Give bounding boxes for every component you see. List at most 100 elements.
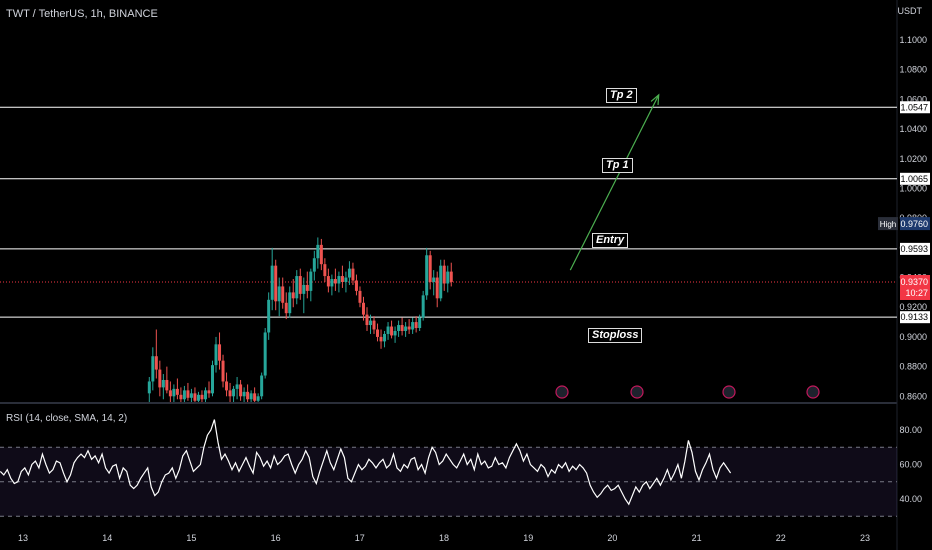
level-tag-bg [900, 242, 930, 255]
candle-body [281, 286, 285, 303]
candle-body [442, 265, 446, 284]
level-tag: 0.9593 [900, 244, 928, 254]
candle-body [337, 276, 341, 284]
rsi-tick-label: 40.00 [899, 494, 922, 504]
candle-body [218, 344, 222, 361]
target-arrow-head [650, 93, 660, 105]
candle-body [154, 356, 158, 370]
candle-body [330, 279, 334, 287]
candle-body [298, 276, 302, 294]
candle-body [449, 271, 453, 282]
candle-body [323, 264, 327, 277]
candle-body [291, 292, 295, 299]
candle-body [267, 299, 271, 333]
candle-body [182, 390, 186, 400]
time-tick-label: 17 [355, 533, 365, 543]
price-tick-label: 1.0000 [899, 183, 927, 193]
candle-body [411, 322, 415, 330]
rsi-series-line [0, 419, 732, 506]
price-tick-label: 1.1000 [899, 35, 927, 45]
high-label: High [880, 220, 896, 229]
price-tick-label: 0.9000 [899, 332, 927, 342]
time-tick-label: 13 [18, 533, 28, 543]
time-tick-label: 15 [186, 533, 196, 543]
candle-body [354, 280, 358, 291]
price-tick-label: 1.0200 [899, 154, 927, 164]
candle-body [418, 317, 422, 329]
us-flag-event-icon [630, 385, 644, 399]
chart-symbol-title: TWT / TetherUS, 1h, BINANCE [6, 8, 158, 20]
time-tick-label: 23 [860, 533, 870, 543]
price-tick-label: 1.0400 [899, 124, 927, 134]
level-tag-bg [900, 172, 930, 185]
price-tick-label: 0.8800 [899, 362, 927, 372]
candle-body [172, 388, 176, 397]
candle-body [319, 244, 323, 265]
candle-body [312, 258, 316, 272]
candle-body [179, 394, 183, 400]
time-tick-label: 19 [523, 533, 533, 543]
candle-body [358, 290, 362, 303]
candle-body [203, 390, 207, 400]
time-tick-label: 14 [102, 533, 112, 543]
candle-body [239, 384, 243, 397]
candle-body [369, 320, 373, 326]
candle-body [200, 394, 204, 400]
high-value: 0.9760 [900, 219, 928, 229]
candle-body [372, 320, 376, 330]
stoploss-label[interactable]: Stoploss [588, 328, 643, 343]
candle-body [288, 292, 292, 314]
time-tick-label: 22 [776, 533, 786, 543]
candle-body [161, 379, 165, 388]
candle-body [207, 390, 211, 394]
candle-body [414, 322, 418, 329]
candle-body [175, 388, 179, 395]
candle-body [274, 265, 278, 302]
candle-body [225, 381, 229, 391]
candle-body [221, 360, 225, 382]
candle-body [344, 277, 348, 282]
candle-body [186, 390, 190, 398]
price-tick-label: 1.0800 [899, 65, 927, 75]
candle-body [428, 255, 432, 282]
candle-body [260, 375, 264, 397]
candle-body [305, 284, 309, 291]
high-value-bg [900, 217, 930, 231]
tp2-label[interactable]: Tp 2 [606, 88, 637, 103]
candle-body [432, 277, 436, 282]
candle-body [439, 265, 443, 299]
candle-body [270, 265, 274, 300]
candle-body [351, 268, 355, 281]
time-tick-label: 16 [271, 533, 281, 543]
level-tag: 1.0547 [900, 102, 928, 112]
lightning-event-icon [555, 385, 569, 399]
candle-body [235, 384, 239, 389]
price-tick-label: 1.0600 [899, 94, 927, 104]
candle-body [295, 276, 299, 299]
candle-body [390, 326, 394, 336]
last-price-tag-bg [900, 274, 930, 300]
candle-body [361, 302, 365, 315]
candle-body [196, 394, 200, 401]
last-price-value: 0.9370 [900, 277, 928, 287]
rsi-tick-label: 80.00 [899, 425, 922, 435]
candle-body [400, 325, 404, 331]
candle-body [193, 393, 197, 401]
candle-body [263, 332, 267, 376]
entry-label[interactable]: Entry [592, 233, 629, 248]
high-label-bg [878, 217, 898, 231]
price-tick-label: 0.9200 [899, 302, 927, 312]
candle-body [383, 333, 387, 342]
candle-body [232, 388, 236, 397]
us-flag-event-icon [806, 385, 820, 399]
tp1-label[interactable]: Tp 1 [602, 158, 633, 173]
candle-body [253, 393, 257, 401]
candle-body [168, 390, 172, 397]
candle-body [421, 295, 425, 318]
bar-countdown: 10:27 [905, 288, 928, 298]
candle-body [340, 276, 344, 282]
candle-body [256, 396, 260, 401]
candle-body [316, 244, 320, 259]
candle-body [302, 284, 306, 294]
